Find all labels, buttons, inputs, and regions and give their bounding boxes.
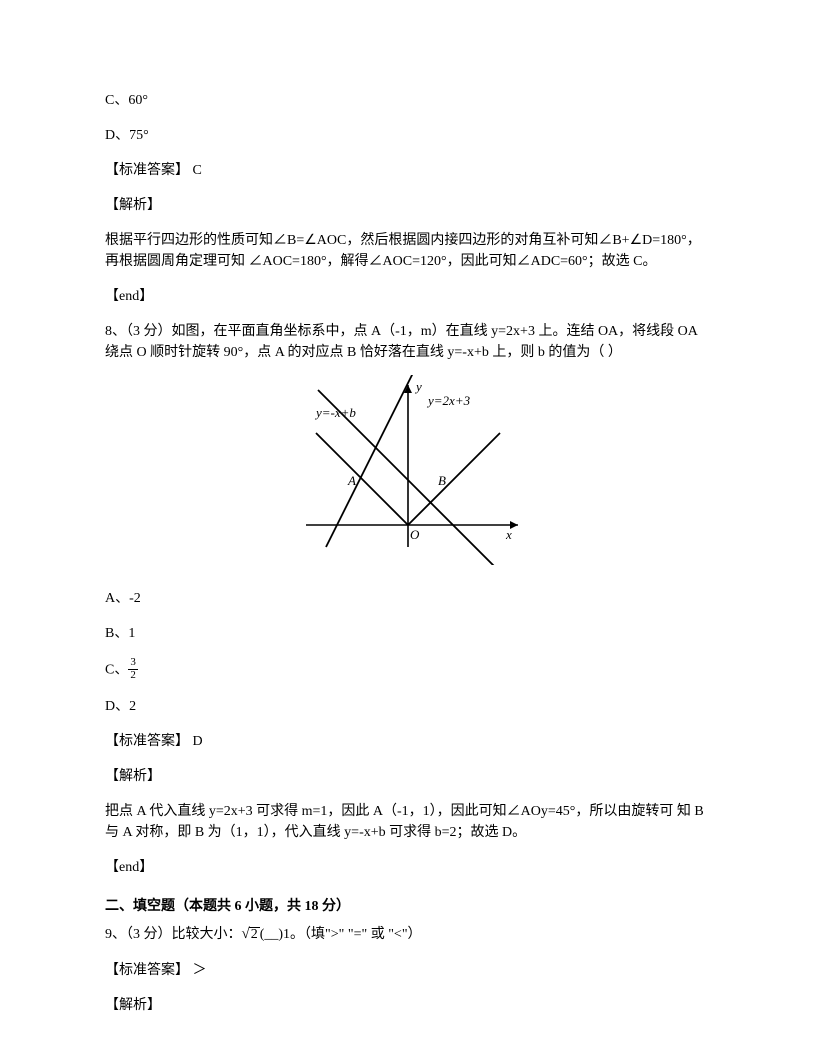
svg-text:B: B — [438, 473, 446, 488]
svg-text:x: x — [505, 527, 512, 542]
svg-text:y=2x+3: y=2x+3 — [426, 393, 471, 408]
q9-prefix: 9、（3 分）比较大小： — [105, 927, 242, 942]
q8-option-c: C、32 — [105, 658, 711, 682]
q8-option-d: D、2 — [105, 696, 711, 717]
q8-stem: 8、（3 分）如图，在平面直角坐标系中，点 A（-1，m）在直线 y=2x+3 … — [105, 321, 711, 363]
q7-end-label: 【end】 — [105, 286, 711, 307]
q8-optc-num: 3 — [128, 657, 138, 670]
q9-answer-label: 【标准答案】 ＞ — [105, 960, 711, 981]
q8-explanation: 把点 A 代入直线 y=2x+3 可求得 m=1，因此 A（-1，1），因此可知… — [105, 801, 711, 843]
q7-answer-label: 【标准答案】 C — [105, 160, 711, 181]
q7-option-c: C、60° — [105, 90, 711, 111]
q8-optc-den: 2 — [128, 670, 138, 682]
q8-end-label: 【end】 — [105, 857, 711, 878]
q9-mid: (__)1。（填">" "=" 或 "<"） — [260, 927, 422, 942]
svg-text:A: A — [347, 473, 356, 488]
q8-expl-line1: 把点 A 代入直线 y=2x+3 可求得 m=1，因此 A（-1，1），因此可知… — [105, 804, 673, 819]
q7-option-d: D、75° — [105, 125, 711, 146]
q8-figure: y x Oy=2x+3 y=-x+b A B — [105, 375, 711, 572]
q9-sqrt: √2 — [242, 923, 260, 946]
q9-stem: 9、（3 分）比较大小：√2(__)1。（填">" "=" 或 "<"） — [105, 923, 711, 946]
svg-text:y: y — [414, 379, 422, 394]
q7-jiexi-label: 【解析】 — [105, 195, 711, 216]
svg-text:O: O — [410, 527, 420, 542]
q8-jiexi-label: 【解析】 — [105, 766, 711, 787]
q7-explanation: 根据平行四边形的性质可知∠B=∠AOC，然后根据圆内接四边形的对角互补可知∠B+… — [105, 230, 711, 272]
q9-jiexi-label: 【解析】 — [105, 995, 711, 1016]
q8-stem-line2: 绕点 O 顺时针旋转 90°，点 A 的对应点 B 恰好落在直线 y=-x+b … — [105, 342, 711, 363]
q8-option-c-fraction: 32 — [128, 657, 138, 681]
q8-answer-label: 【标准答案】 D — [105, 731, 711, 752]
q8-option-a: A、-2 — [105, 588, 711, 609]
svg-text:y=-x+b: y=-x+b — [314, 405, 356, 420]
q8-stem-line1: 8、（3 分）如图，在平面直角坐标系中，点 A（-1，m）在直线 y=2x+3 … — [105, 321, 711, 342]
q8-option-b: B、1 — [105, 623, 711, 644]
q9-radicand: 2 — [249, 927, 260, 942]
q8-option-c-prefix: C、 — [105, 662, 128, 677]
section2-title: 二、填空题（本题共 6 小题，共 18 分） — [105, 896, 711, 917]
q8-coordinate-figure: y x Oy=2x+3 y=-x+b A B — [278, 375, 538, 565]
